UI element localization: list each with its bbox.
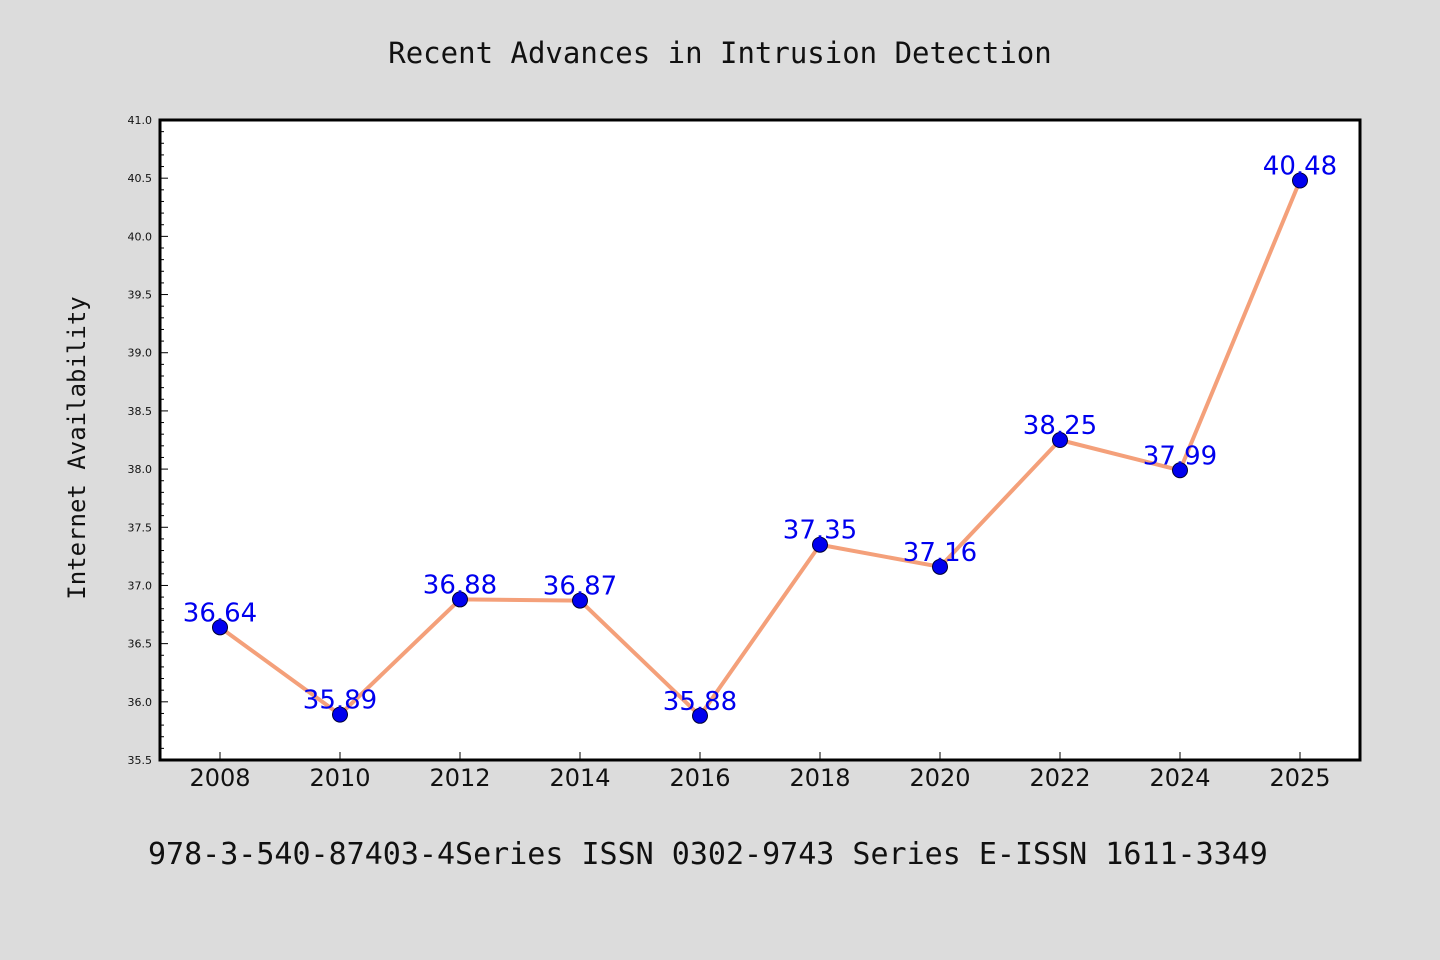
- y-tick-label: 38.0: [128, 463, 153, 476]
- x-tick-label: 2008: [189, 764, 250, 792]
- y-axis-label: Internet Availability: [63, 296, 91, 599]
- x-tick-label: 2025: [1269, 764, 1330, 792]
- y-tick-label: 39.0: [128, 347, 153, 360]
- data-label: 40.48: [1263, 152, 1337, 182]
- x-tick-label: 2020: [909, 764, 970, 792]
- data-label: 36.87: [543, 572, 617, 602]
- data-point: [1052, 432, 1068, 448]
- isbn-footer: 978-3-540-87403-4Series ISSN 0302-9743 S…: [148, 837, 1268, 872]
- y-tick-label: 41.0: [128, 114, 153, 127]
- data-label: 36.88: [423, 570, 497, 600]
- series-line: [218, 178, 1302, 718]
- data-label: 36.64: [183, 598, 257, 628]
- y-tick-label: 39.5: [128, 289, 153, 302]
- data-label: 37.99: [1143, 441, 1217, 471]
- x-tick-label: 2012: [429, 764, 490, 792]
- y-tick-label: 40.5: [128, 172, 153, 185]
- data-label: 35.89: [303, 686, 377, 716]
- data-point: [1172, 462, 1188, 479]
- y-tick-label: 36.5: [128, 638, 153, 651]
- x-tick-label: 2022: [1029, 764, 1090, 792]
- x-tick-label: 2010: [309, 764, 370, 792]
- y-axis-ticks: 35.5 36.0 36.5 37.0 37.5 38.0 38.5 39.0 39.5 40.0…: [128, 114, 168, 767]
- data-label: 37.16: [903, 538, 977, 568]
- data-point: [692, 707, 708, 724]
- x-tick-label: 2014: [549, 764, 610, 792]
- data-point: [452, 591, 468, 608]
- data-point: [1292, 172, 1308, 189]
- y-tick-label: 38.5: [128, 405, 153, 418]
- y-tick-label: 35.5: [128, 754, 153, 767]
- x-axis-ticks: 2008 2010 2012 2014 2016 2018 2020 2022 2024 2025: [189, 752, 1331, 792]
- data-point: [572, 592, 588, 609]
- data-point: [932, 558, 948, 575]
- chart-title: Recent Advances in Intrusion Detection: [388, 36, 1051, 70]
- series-group: 36.64 35.89 36.88 36.87 35.88 37.35 37.16 38.25…: [183, 152, 1337, 724]
- data-point: [212, 619, 228, 636]
- y-tick-label: 36.0: [128, 696, 153, 709]
- plot-area: [160, 120, 1360, 760]
- data-label: 37.35: [783, 516, 857, 546]
- data-point: [332, 706, 348, 723]
- plot-frame: [158, 118, 1362, 762]
- x-tick-label: 2018: [789, 764, 850, 792]
- data-point: [812, 536, 828, 553]
- y-tick-label: 37.0: [128, 579, 153, 592]
- x-tick-label: 2024: [1149, 764, 1210, 792]
- y-tick-label: 40.0: [128, 230, 153, 243]
- data-label: 38.25: [1023, 411, 1097, 441]
- data-label: 35.88: [663, 687, 737, 717]
- y-tick-label: 37.5: [128, 521, 153, 534]
- x-tick-label: 2016: [669, 764, 730, 792]
